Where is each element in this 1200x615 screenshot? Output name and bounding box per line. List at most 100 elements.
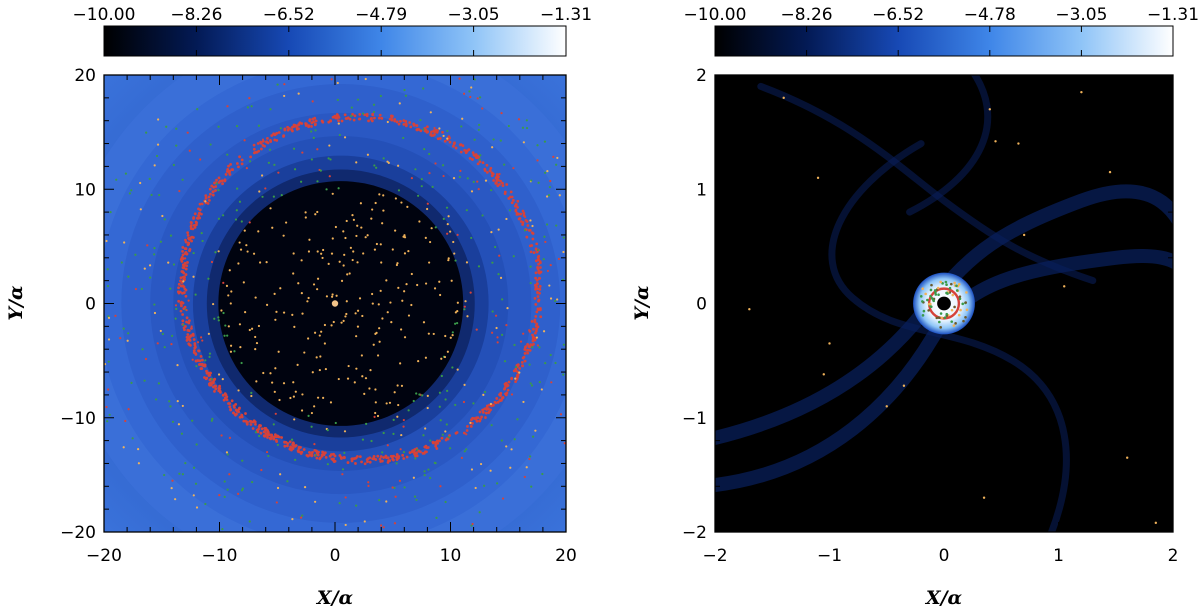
scattered-particle (207, 332, 210, 335)
scattered-particle (127, 332, 130, 335)
inner-particle (385, 279, 388, 282)
scattered-particle (513, 438, 516, 441)
ring-particle (223, 392, 227, 396)
ring-particle (184, 267, 188, 271)
scattered-particle (334, 421, 337, 425)
ring-particle (193, 342, 197, 345)
ring-particle (213, 181, 216, 185)
ring-particle (431, 441, 435, 445)
scattered-particle (313, 443, 316, 446)
disk-particle (964, 316, 967, 319)
ring-particle (184, 273, 188, 276)
ring-particle (443, 139, 447, 143)
scattered-particle (386, 120, 389, 124)
scattered-particle (167, 261, 170, 264)
inner-particle (329, 401, 333, 404)
ring-particle (496, 184, 500, 188)
ring-particle (261, 144, 265, 147)
ring-particle (465, 429, 469, 432)
colorbar-right: −10.00 −8.26 −6.52 −4.78 −3.05 −1.31 (684, 5, 1199, 57)
ring-particle (379, 455, 383, 458)
scattered-particle (143, 267, 146, 270)
ring-particle (184, 240, 188, 244)
ring-particle (177, 291, 181, 295)
ring-particle (521, 356, 525, 360)
ring-particle (488, 169, 492, 173)
inner-particle (292, 272, 295, 275)
ring-particle (534, 259, 538, 263)
scattered-particle (1126, 456, 1129, 459)
scattered-particle (410, 177, 413, 180)
ring-particle (404, 120, 408, 123)
scattered-particle (261, 138, 265, 141)
disk-particle (931, 298, 935, 301)
ring-particle (498, 399, 502, 403)
ring-particle (378, 113, 382, 117)
ring-particle (199, 354, 203, 358)
scattered-particle (522, 400, 525, 404)
inner-particle (438, 280, 441, 283)
disk-particle (957, 313, 961, 317)
inner-particle (289, 396, 292, 400)
inner-particle (285, 221, 288, 224)
inner-particle (255, 380, 258, 383)
scattered-particle (170, 342, 173, 346)
scattered-particle (516, 418, 519, 421)
scattered-particle (248, 520, 251, 523)
scattered-particle (490, 331, 494, 334)
ring-particle (508, 195, 512, 199)
ring-particle (282, 134, 286, 138)
ring-particle (490, 174, 494, 178)
scattered-particle (429, 476, 432, 480)
x-tick-label: 10 (440, 546, 462, 566)
scattered-particle (459, 169, 462, 172)
disk-particle (940, 316, 944, 320)
scattered-particle (122, 327, 125, 330)
disk-particle (952, 324, 956, 327)
scattered-particle (465, 209, 468, 212)
inner-particle (332, 320, 335, 324)
gas-stream (828, 140, 1070, 532)
scattered-particle (420, 178, 423, 181)
ring-particle (272, 132, 276, 136)
scattered-particle (382, 157, 385, 160)
scattered-particle (355, 161, 358, 164)
scattered-particle (178, 189, 181, 193)
scattered-particle (221, 214, 225, 217)
inner-particle (315, 356, 318, 359)
scattered-particle (531, 346, 534, 349)
scattered-particle (208, 378, 211, 382)
inner-particle (389, 301, 392, 304)
scattered-particle (542, 330, 546, 333)
ring-particle (386, 456, 390, 460)
ring-particle (190, 326, 193, 330)
inner-particle (361, 375, 364, 378)
scattered-particle (529, 281, 532, 285)
scattered-particle (190, 325, 193, 328)
ring-particle (311, 117, 315, 121)
scattered-particle (338, 133, 341, 137)
scattered-particle (134, 287, 138, 291)
scattered-particle (370, 439, 373, 443)
scattered-particle (260, 468, 263, 472)
scattered-particle (258, 434, 261, 438)
scattered-particle (463, 383, 466, 386)
scattered-particle (327, 157, 330, 160)
scattered-particle (530, 179, 533, 182)
scattered-particle (398, 102, 401, 105)
scattered-particle (175, 144, 178, 147)
ring-particle (200, 358, 204, 362)
ring-particle (223, 179, 227, 183)
scattered-particle (325, 188, 328, 191)
scattered-particle (391, 486, 394, 489)
ring-particle (441, 130, 444, 134)
ring-particle (405, 455, 409, 459)
scattered-particle (1063, 285, 1066, 288)
scattered-particle (192, 494, 195, 497)
scattered-particle (225, 451, 229, 454)
ring-particle (365, 112, 369, 116)
ring-particle (472, 153, 476, 157)
ring-particle (181, 253, 185, 257)
inner-particle (244, 311, 247, 314)
